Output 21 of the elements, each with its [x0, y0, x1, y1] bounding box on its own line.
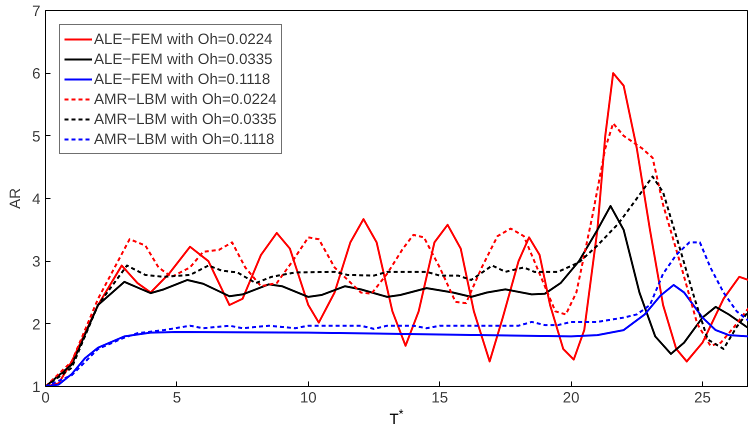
- y-tick-label: 4: [32, 191, 40, 208]
- legend-label: ALE−FEM with Oh=0.0335: [94, 50, 272, 69]
- y-tick-label: 5: [32, 128, 40, 146]
- y-tick-label: 6: [32, 66, 40, 83]
- y-tick-label: 1: [32, 379, 40, 396]
- legend-label: ALE−FEM with Oh=0.0224: [94, 30, 272, 49]
- y-tick-label: 3: [32, 254, 40, 271]
- x-axis-title: T$^{*}$: [389, 406, 404, 430]
- x-tick-label: 25: [694, 390, 711, 406]
- y-tick-label: 7: [32, 3, 40, 20]
- y-axis-title: AR: [7, 188, 24, 209]
- legend-label: AMR−LBM with Oh=0.1118: [94, 130, 274, 149]
- x-tick-label: 15: [431, 390, 448, 406]
- legend-label: ALE−FEM with Oh=0.1118: [94, 70, 270, 89]
- x-tick-label: 5: [172, 390, 182, 406]
- y-tick-label: 2: [32, 316, 40, 334]
- x-tick-label: 20: [562, 390, 580, 406]
- x-tick-label: 0: [41, 390, 50, 406]
- x-tick-label: 10: [300, 390, 317, 406]
- legend-label: AMR−LBM with Oh=0.0335: [94, 110, 277, 129]
- legend-label: AMR−LBM with Oh=0.0224: [94, 90, 277, 109]
